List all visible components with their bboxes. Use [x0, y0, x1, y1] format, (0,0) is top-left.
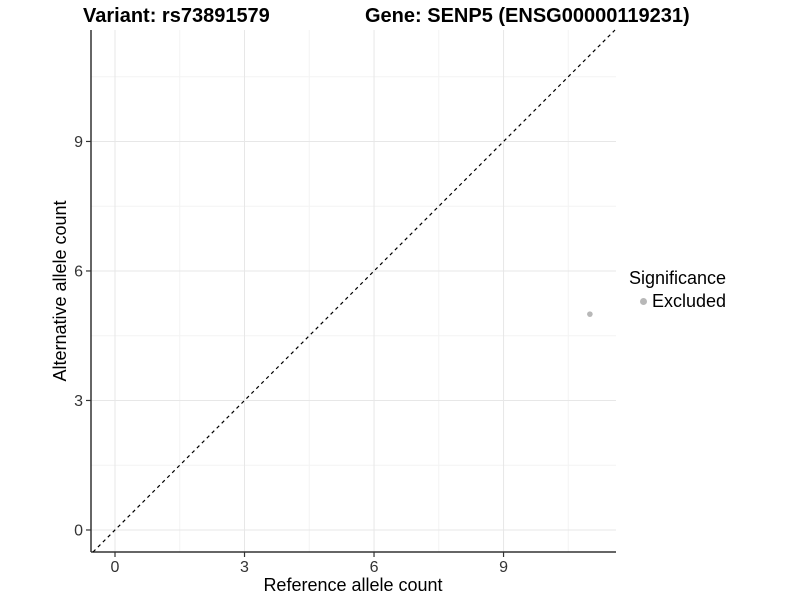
data-point [587, 311, 593, 317]
legend-title: Significance [629, 268, 727, 288]
y-tick-label: 9 [74, 134, 83, 151]
x-tick-label: 3 [240, 559, 249, 576]
legend-point-icon [640, 298, 647, 305]
plot-title-gene: Gene: SENP5 (ENSG00000119231) [365, 5, 690, 27]
y-axis-title: Alternative allele count [50, 200, 70, 381]
mark-layer [92, 29, 616, 553]
x-tick-label: 0 [111, 559, 120, 576]
x-tick-label: 6 [370, 559, 379, 576]
axis-layer: 0 3 6 9 0 3 6 9 [74, 30, 616, 576]
grid-layer [91, 30, 616, 552]
legend-item-label: Excluded [652, 291, 727, 311]
x-tick-label: 9 [499, 559, 508, 576]
legend: Significance Excluded [629, 269, 726, 312]
y-tick-label: 0 [74, 523, 83, 540]
identity-line [92, 29, 616, 553]
y-tick-label: 6 [74, 264, 83, 281]
legend-item-excluded: Excluded [629, 291, 726, 312]
x-axis-title: Reference allele count [263, 575, 442, 595]
plot-title-variant: Variant: rs73891579 [83, 5, 270, 27]
y-tick-label: 3 [74, 393, 83, 410]
